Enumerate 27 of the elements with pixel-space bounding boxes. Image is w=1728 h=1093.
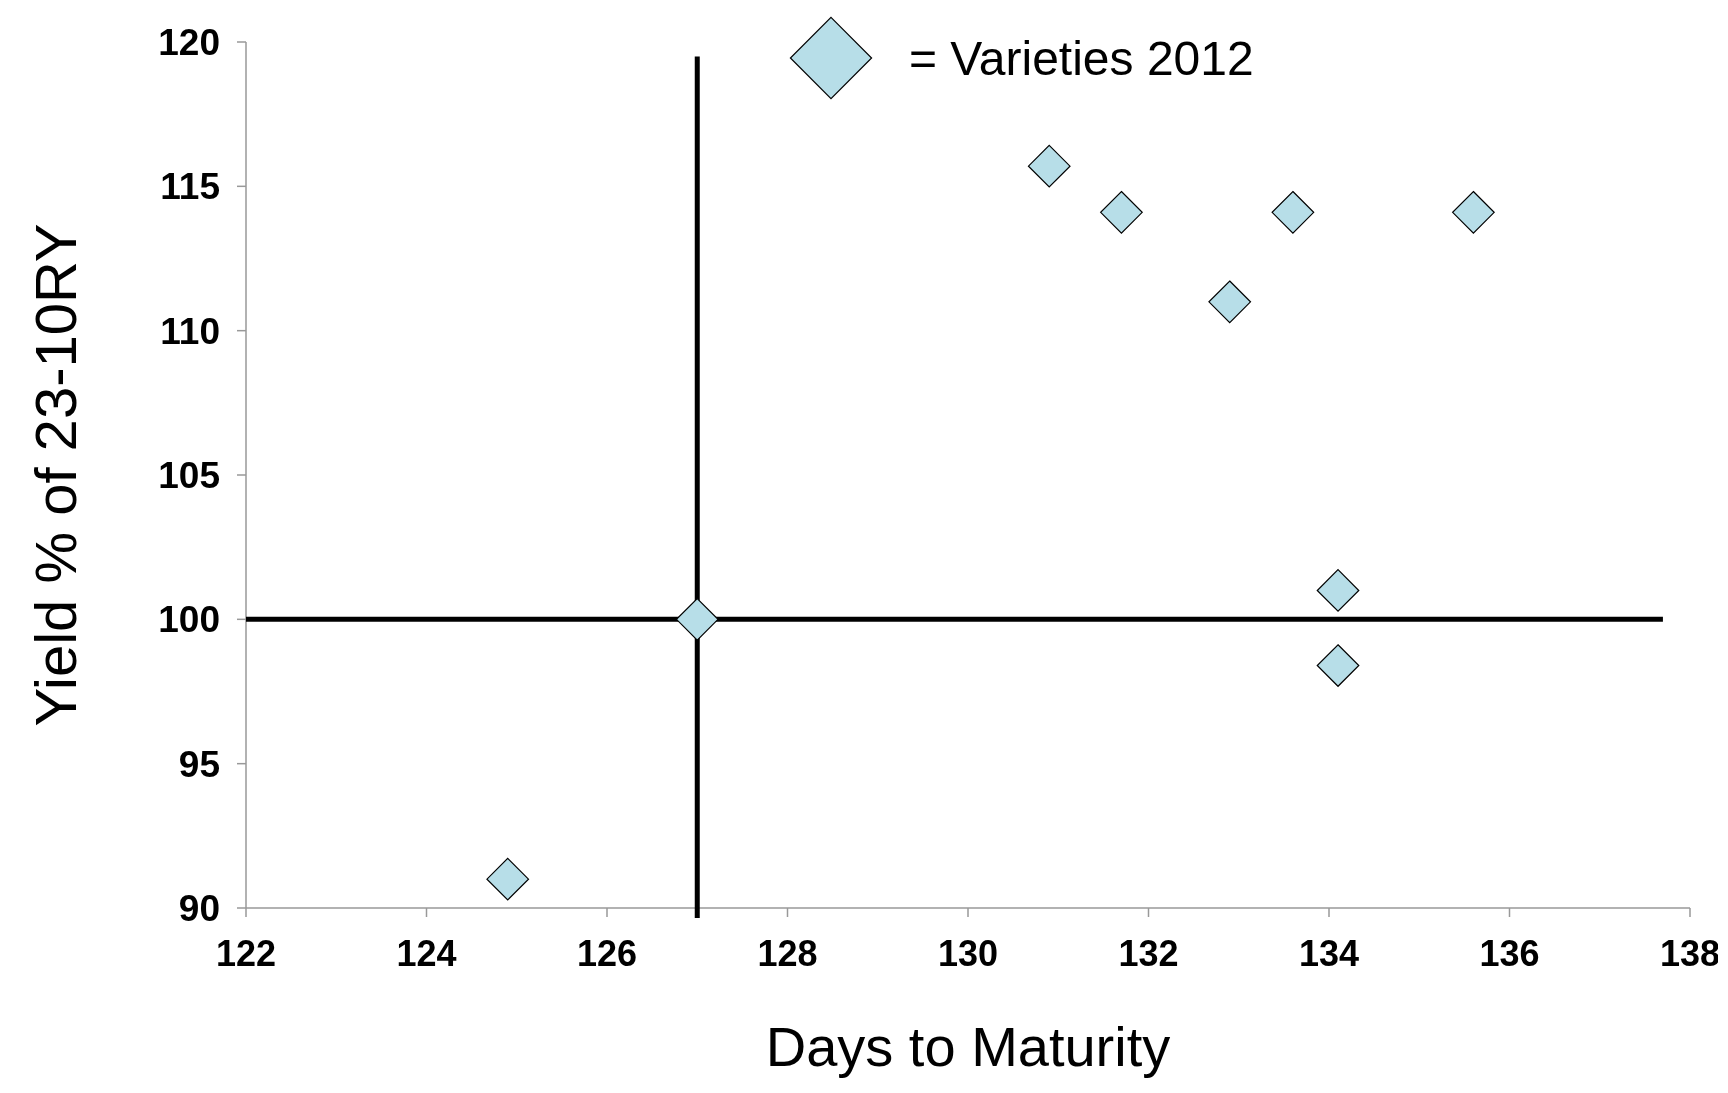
x-tick-label: 124 (396, 933, 457, 974)
x-tick-label: 134 (1298, 933, 1360, 974)
x-tick-label: 126 (576, 933, 638, 974)
y-tick-label: 105 (158, 455, 220, 496)
point (486, 857, 530, 901)
legend-label: = Varieties 2012 (909, 32, 1254, 85)
y-tick-label: 100 (158, 599, 220, 641)
x-tick-label: 130 (937, 933, 999, 974)
y-tick-label: 95 (178, 743, 220, 785)
point (1452, 190, 1495, 234)
y-axis-title: Yield % of 23-10RY (23, 223, 88, 727)
x-tick-label: 128 (757, 933, 818, 974)
point (1027, 144, 1071, 188)
y-tick-label: 90 (178, 888, 220, 929)
x-tick-label: 136 (1479, 933, 1540, 974)
point (675, 597, 719, 641)
x-tick-label: 122 (215, 933, 277, 974)
y-tick-label: 110 (160, 310, 220, 352)
point (1316, 644, 1360, 687)
x-tick-label: 132 (1118, 933, 1179, 974)
point (1271, 190, 1315, 234)
y-tick-label: 120 (158, 22, 220, 63)
point (1316, 569, 1360, 612)
y-tick-label: 115 (160, 166, 220, 208)
point (1100, 190, 1143, 234)
point (1208, 280, 1252, 324)
x-axis-title: Days to Maturity (765, 1015, 1171, 1078)
